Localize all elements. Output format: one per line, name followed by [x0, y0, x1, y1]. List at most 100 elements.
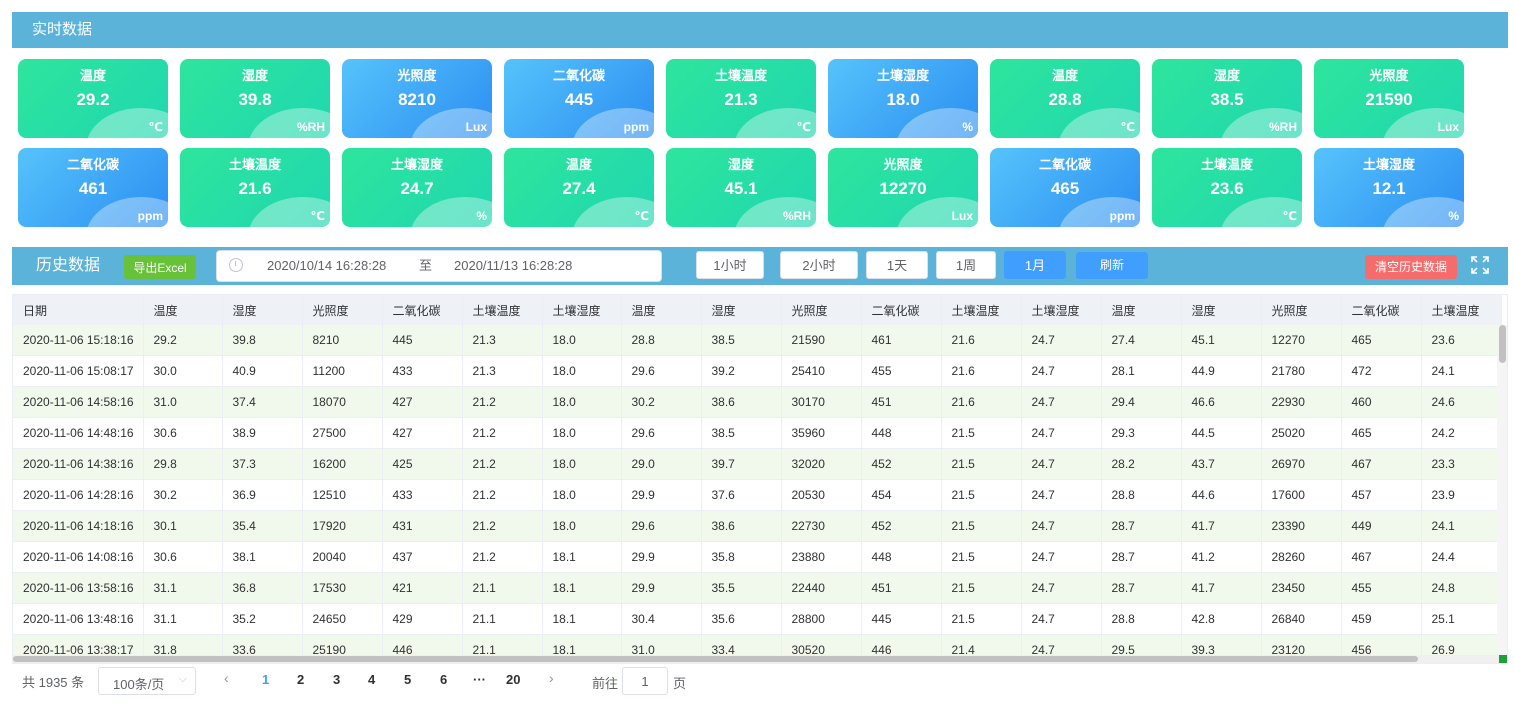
card-label: 光照度 — [883, 157, 923, 172]
page-number[interactable]: 2 — [297, 672, 305, 687]
table-row[interactable]: 2020-11-06 15:08:17 30.0 40.9 11200 433 21.3 1… — [13, 355, 1502, 387]
card-unit: %RH — [782, 209, 811, 223]
column-header[interactable]: 二氧化碳 — [382, 295, 463, 325]
column-header[interactable]: 二氧化碳 — [1341, 295, 1422, 325]
table-cell: 448 — [861, 541, 942, 573]
table-row[interactable]: 2020-11-06 14:18:16 30.1 35.4 17920 431 21.2 1… — [13, 510, 1502, 542]
page-size-select[interactable]: 100条/页 ⌵ — [98, 667, 196, 695]
more-pages-icon[interactable]: ··· — [473, 672, 486, 687]
period-button[interactable]: 1小时 — [696, 251, 764, 279]
table-cell: 25.1 — [1421, 603, 1502, 635]
table-cell: 433 — [382, 355, 463, 387]
export-excel-button[interactable]: 导出Excel — [124, 255, 196, 279]
page-number[interactable]: 20 — [506, 672, 521, 687]
card-label: 土壤温度 — [714, 68, 767, 83]
table-cell: 459 — [1341, 603, 1422, 635]
table-cell: 17600 — [1261, 479, 1342, 511]
sensor-card: 土壤湿度 18.0% — [828, 59, 978, 138]
card-label: 温度 — [79, 68, 106, 83]
range-end[interactable]: 2020/11/13 16:28:28 — [454, 258, 573, 273]
page-number[interactable]: 4 — [368, 672, 376, 687]
column-header[interactable]: 土壤温度 — [462, 295, 543, 325]
column-header[interactable]: 二氧化碳 — [861, 295, 942, 325]
table-cell: 35.2 — [222, 603, 303, 635]
page-number[interactable]: 6 — [440, 672, 448, 687]
column-header[interactable]: 日期 — [13, 295, 144, 325]
card-unit: ppm — [623, 120, 649, 134]
table-row[interactable]: 2020-11-06 14:48:16 30.6 38.9 27500 427 21.2 1… — [13, 417, 1502, 449]
table-cell: 24.7 — [1021, 603, 1102, 635]
column-header[interactable]: 土壤湿度 — [1021, 295, 1102, 325]
sensor-card: 土壤温度 23.6 ℃ — [1152, 148, 1302, 227]
page-number[interactable]: 5 — [404, 672, 412, 687]
table-row[interactable]: 2020-11-06 13:48:16 31.1 35.2 24650 429 21.1 1… — [13, 603, 1502, 635]
table-cell: 38.9 — [222, 417, 303, 449]
table-cell: 467 — [1341, 448, 1422, 480]
goto-page-input[interactable]: 1 — [622, 667, 668, 695]
table-cell: 429 — [382, 603, 463, 635]
vertical-scrollbar[interactable] — [1497, 325, 1507, 655]
table-cell: 29.0 — [621, 448, 702, 480]
period-button[interactable]: 1月 — [1004, 251, 1066, 279]
table-cell: 24.8 — [1421, 572, 1502, 604]
table-cell: 21.2 — [462, 448, 543, 480]
page-number[interactable]: 1 — [262, 672, 270, 687]
sensor-card: 湿度 39.8 %RH — [180, 59, 330, 138]
column-header[interactable]: 湿度 — [1181, 295, 1262, 325]
column-header[interactable]: 土壤温度 — [1421, 295, 1502, 325]
table-cell: 21.5 — [941, 448, 1022, 480]
table-row[interactable]: 2020-11-06 13:58:16 31.1 36.8 17530 421 21.1 1… — [13, 572, 1502, 604]
horizontal-scrollbar[interactable] — [13, 655, 1507, 663]
table-cell: 21.1 — [462, 572, 543, 604]
table-cell: 41.2 — [1181, 541, 1262, 573]
column-header[interactable]: 温度 — [1101, 295, 1182, 325]
table-cell: 28.8 — [621, 325, 702, 356]
column-header[interactable]: 湿度 — [701, 295, 782, 325]
table-cell: 445 — [861, 603, 942, 635]
table-row[interactable]: 2020-11-06 15:18:16 29.2 39.8 8210 445 21.3 18… — [13, 325, 1502, 356]
card-label: 土壤湿度 — [390, 157, 443, 172]
column-header[interactable]: 温度 — [143, 295, 223, 325]
table-cell: 27.4 — [1101, 325, 1182, 356]
table-cell: 37.6 — [701, 479, 782, 511]
table-cell: 17530 — [302, 572, 383, 604]
refresh-button[interactable]: 刷新 — [1076, 252, 1148, 279]
date-range-picker[interactable]: 2020/10/14 16:28:28 至 2020/11/13 16:28:2… — [216, 250, 662, 282]
table-cell: 21.6 — [941, 386, 1022, 418]
period-button[interactable]: 1天 — [866, 251, 928, 279]
table-cell: 23.3 — [1421, 448, 1502, 480]
column-header[interactable]: 土壤湿度 — [542, 295, 622, 325]
goto-suffix: 页 — [673, 676, 687, 691]
card-value: 12.1 — [1372, 179, 1406, 198]
column-header[interactable]: 光照度 — [302, 295, 383, 325]
column-header[interactable]: 湿度 — [222, 295, 303, 325]
table-row[interactable]: 2020-11-06 14:28:16 30.2 36.9 12510 433 21.2 1… — [13, 479, 1502, 511]
table-cell: 23880 — [781, 541, 862, 573]
table-cell: 16200 — [302, 448, 383, 480]
table-cell: 25020 — [1261, 417, 1342, 449]
table-cell: 22440 — [781, 572, 862, 604]
table-row[interactable]: 2020-11-06 14:58:16 31.0 37.4 18070 427 21.2 1… — [13, 386, 1502, 418]
clear-history-button[interactable]: 清空历史数据 — [1365, 255, 1457, 279]
table-cell: 28.8 — [1101, 479, 1182, 511]
table-cell: 433 — [382, 479, 463, 511]
table-cell: 467 — [1341, 541, 1422, 573]
column-header[interactable]: 土壤温度 — [941, 295, 1022, 325]
chevron-left-icon[interactable]: ‹ — [224, 670, 229, 686]
period-button[interactable]: 2小时 — [780, 251, 858, 279]
card-unit: Lux — [1437, 120, 1459, 134]
table-cell: 29.9 — [621, 479, 702, 511]
chevron-right-icon[interactable]: › — [549, 670, 554, 686]
column-header[interactable]: 光照度 — [1261, 295, 1342, 325]
period-button[interactable]: 1周 — [936, 251, 996, 279]
table-cell: 39.8 — [222, 325, 303, 356]
range-start[interactable]: 2020/10/14 16:28:28 — [267, 258, 387, 273]
fullscreen-icon[interactable] — [1470, 255, 1490, 275]
column-header[interactable]: 光照度 — [781, 295, 862, 325]
table-cell: 29.8 — [143, 448, 223, 480]
sensor-card: 土壤湿度 24.7% — [342, 148, 492, 227]
table-row[interactable]: 2020-11-06 14:08:16 30.6 38.1 20040 437 21.2 1… — [13, 541, 1502, 573]
page-number[interactable]: 3 — [333, 672, 341, 687]
column-header[interactable]: 温度 — [621, 295, 702, 325]
table-row[interactable]: 2020-11-06 14:38:16 29.8 37.3 16200 425 21.2 1… — [13, 448, 1502, 480]
